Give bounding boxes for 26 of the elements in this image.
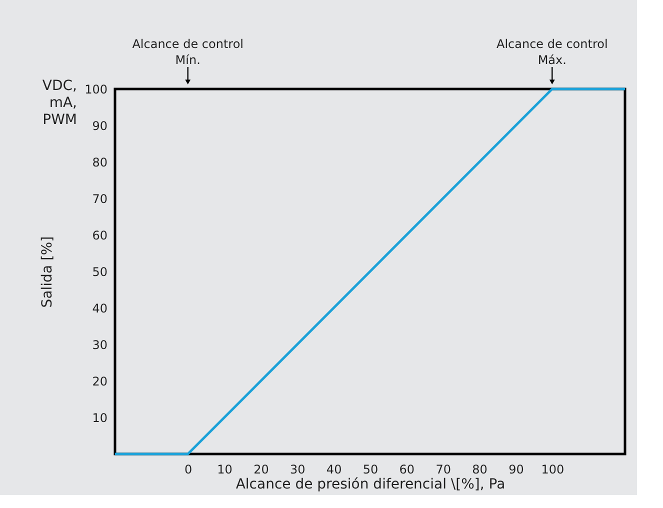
y-tick-label: 90 xyxy=(92,119,108,133)
annotation: Alcance de control Máx. xyxy=(496,37,608,67)
y-axis-title: Salida [%] xyxy=(40,236,56,308)
y-tick-label: 100 xyxy=(84,82,108,96)
y-tick-label: 70 xyxy=(92,192,108,206)
x-tick-label: 20 xyxy=(254,462,269,476)
y-tick-label: 80 xyxy=(92,156,108,170)
x-tick-label: 50 xyxy=(362,462,378,476)
text: VDC, mA, PWM xyxy=(42,78,77,128)
x-tick-label: 30 xyxy=(290,462,306,476)
x-tick-label: 90 xyxy=(508,462,524,476)
x-tick-label: 0 xyxy=(184,462,192,476)
x-tick-label: 60 xyxy=(399,462,415,476)
y-tick-label: 60 xyxy=(92,228,108,242)
y-tick-label: 30 xyxy=(92,338,108,352)
y-tick-label: 40 xyxy=(92,302,108,316)
x-tick-label: 10 xyxy=(217,462,232,476)
x-axis-title: Alcance de presión diferencial \[%], Pa xyxy=(236,476,506,492)
x-tick-label: 70 xyxy=(436,462,451,476)
y-tick-label: 10 xyxy=(92,411,108,425)
x-tick-label: 40 xyxy=(326,462,342,476)
x-tick-label: 100 xyxy=(541,462,564,476)
y-tick-label: 20 xyxy=(92,374,108,388)
annotation: Alcance de control Mín. xyxy=(132,37,244,67)
y-tick-label: 50 xyxy=(92,265,108,279)
x-tick-label: 80 xyxy=(472,462,488,476)
